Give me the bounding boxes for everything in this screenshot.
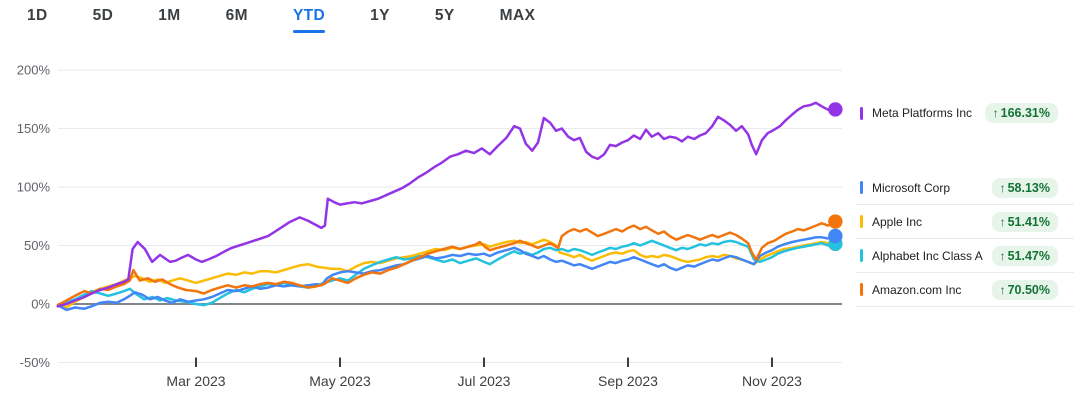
series-name: Alphabet Inc Class A [872, 248, 983, 263]
tab-1y[interactable]: 1Y [370, 5, 390, 33]
tab-6m[interactable]: 6M [226, 5, 248, 33]
change-badge: ↑ 70.50% [991, 279, 1058, 300]
series-name: Amazon.com Inc [872, 282, 962, 297]
tab-underline [500, 30, 536, 33]
change-percent: 51.47% [1007, 248, 1050, 263]
legend-row-apple-inc[interactable]: Apple Inc ↑ 51.41% [856, 205, 1074, 239]
series-end-dot-microsoft-corp [828, 228, 843, 244]
tab-underline [226, 30, 248, 33]
tab-label: 5Y [434, 7, 455, 24]
series-line-amazon-com-inc [56, 220, 837, 307]
series-name: Microsoft Corp [872, 180, 951, 195]
tab-5d[interactable]: 5D [93, 5, 114, 33]
arrow-up-icon: ↑ [999, 214, 1006, 229]
active-tab-underline [292, 30, 326, 33]
series-color-marker-icon [860, 249, 863, 262]
series-line-apple-inc [56, 238, 837, 309]
x-axis-label: May 2023 [309, 373, 371, 389]
tab-underline [93, 30, 114, 33]
tab-label: YTD [292, 7, 326, 24]
legend-row-meta-platforms-inc[interactable]: Meta Platforms Inc ↑ 166.31% [856, 96, 1074, 130]
tab-label: 6M [225, 7, 248, 24]
change-percent: 51.41% [1007, 214, 1050, 229]
change-percent: 58.13% [1007, 180, 1050, 195]
x-axis-label: Jul 2023 [458, 373, 511, 389]
series-color-marker-icon [860, 106, 863, 120]
tab-label: MAX [499, 7, 536, 24]
time-range-tabs: 1D 5D 1M 6M YTD 1Y 5Y MAX [27, 5, 535, 33]
tab-label: 1Y [370, 7, 390, 24]
arrow-up-icon: ↑ [999, 180, 1006, 195]
arrow-up-icon: ↑ [999, 282, 1006, 297]
change-percent: 70.50% [1007, 282, 1050, 297]
tab-label: 1M [158, 7, 181, 24]
y-axis-label: 100% [17, 180, 51, 195]
change-badge: ↑ 51.41% [991, 211, 1058, 232]
series-end-dot-amazon-com-inc [828, 214, 843, 229]
series-line-meta-platforms-inc [56, 101, 837, 308]
x-axis-label: Sep 2023 [598, 373, 658, 389]
tab-underline [27, 30, 48, 33]
change-badge: ↑ 51.47% [991, 245, 1058, 266]
series-name: Meta Platforms Inc [872, 106, 973, 120]
x-axis-label: Nov 2023 [742, 373, 802, 389]
y-axis-label: 200% [17, 63, 51, 78]
tab-1d[interactable]: 1D [27, 5, 48, 33]
tab-max[interactable]: MAX [500, 5, 536, 33]
legend-row-amazon-com-inc[interactable]: Amazon.com Inc ↑ 70.50% [856, 273, 1074, 307]
tab-1m[interactable]: 1M [158, 5, 180, 33]
series-color-marker-icon [860, 181, 863, 194]
series-color-marker-icon [860, 215, 863, 228]
change-badge: ↑ 166.31% [984, 103, 1058, 123]
x-axis-label: Mar 2023 [166, 373, 225, 389]
legend-row-alphabet-inc-class-a[interactable]: Alphabet Inc Class A ↑ 51.47% [856, 239, 1074, 273]
series-name: Apple Inc [872, 214, 923, 229]
series-end-dot-meta-platforms-inc [828, 102, 843, 117]
arrow-up-icon: ↑ [999, 248, 1006, 263]
tab-ytd[interactable]: YTD [292, 5, 326, 33]
y-axis-label: 50% [24, 238, 50, 253]
tab-underline [370, 30, 390, 33]
arrow-up-icon: ↑ [992, 106, 999, 120]
y-axis-label: 150% [17, 121, 51, 136]
y-axis-label: 0% [31, 297, 50, 312]
tab-underline [435, 30, 455, 33]
tab-5y[interactable]: 5Y [435, 5, 455, 33]
y-axis-label: -50% [20, 355, 51, 370]
tab-underline [158, 30, 180, 33]
tab-label: 5D [92, 7, 114, 24]
legend-row-microsoft-corp[interactable]: Microsoft Corp ↑ 58.13% [856, 171, 1074, 205]
series-line-alphabet-inc-class-a [56, 239, 837, 308]
series-color-marker-icon [860, 283, 863, 296]
change-percent: 166.31% [1000, 106, 1050, 120]
tab-label: 1D [27, 7, 48, 24]
series-line-microsoft-corp [56, 234, 837, 312]
change-badge: ↑ 58.13% [991, 177, 1058, 198]
